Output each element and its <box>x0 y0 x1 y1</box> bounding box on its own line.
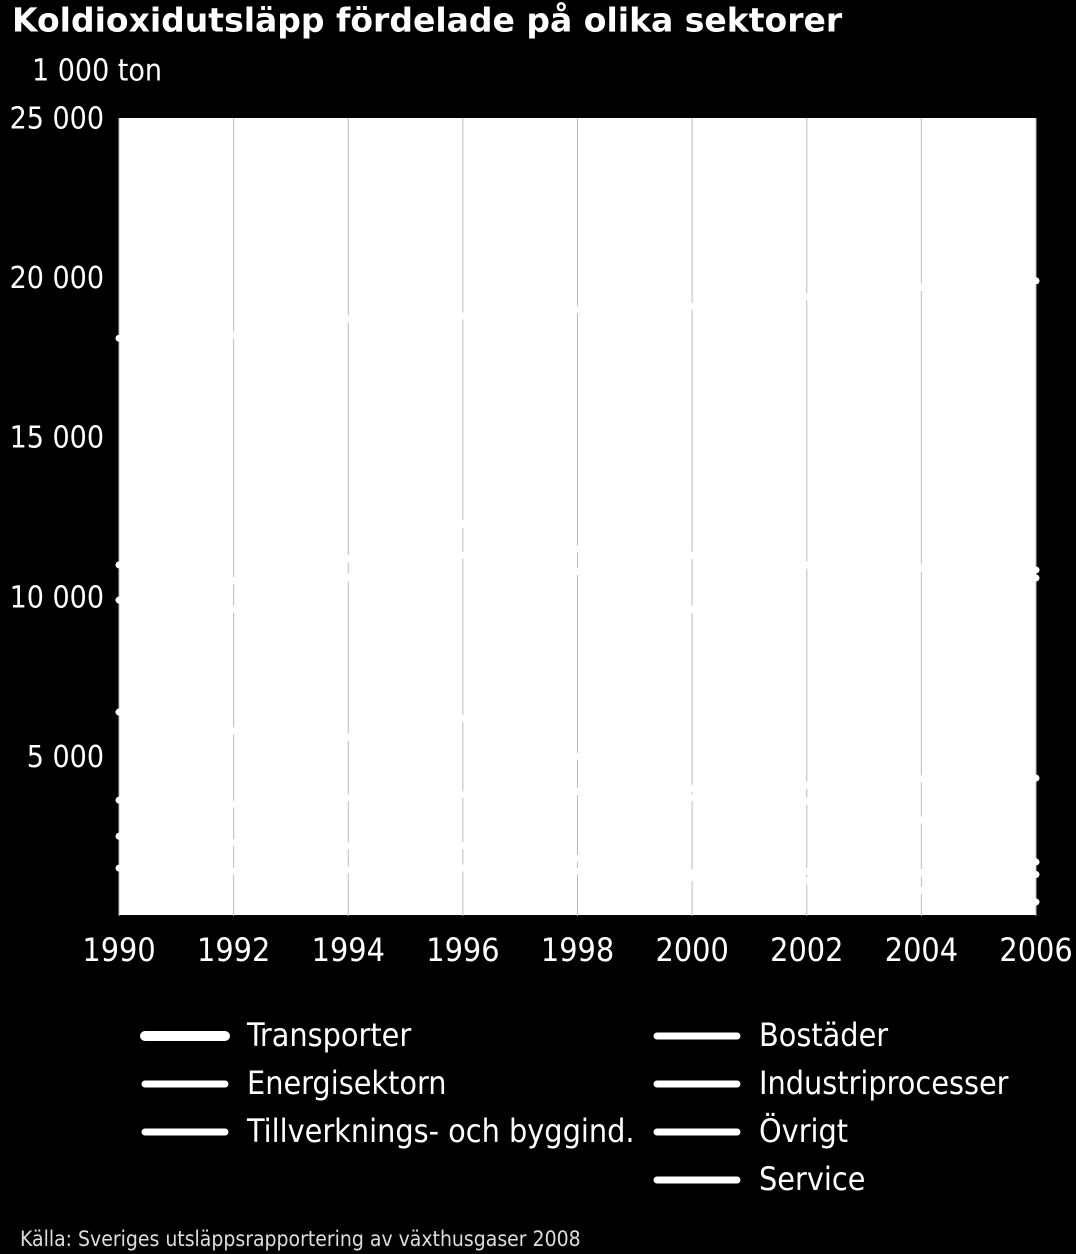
x-tick-label: 2002 <box>770 931 843 969</box>
series-line <box>115 864 1040 879</box>
x-tick-label: 1990 <box>82 931 155 969</box>
chart-title: Koldioxidutsläpp fördelade på olika sekt… <box>12 1 843 40</box>
series-line <box>115 832 1040 906</box>
series-line <box>115 519 1040 620</box>
x-tick-label: 1994 <box>312 931 385 969</box>
series-line <box>115 774 1040 808</box>
legend-label: Transporter <box>246 1016 411 1054</box>
y-axis-label: 1 000 ton <box>32 54 162 89</box>
y-tick-label: 15 000 <box>10 421 104 456</box>
legend-label: Övrigt <box>759 1112 848 1150</box>
y-tick-label: 25 000 <box>10 102 104 137</box>
x-tick-label: 2004 <box>885 931 958 969</box>
y-tick-label: 10 000 <box>10 580 104 615</box>
series-line <box>115 708 1040 866</box>
legend-label: Industriprocesser <box>759 1064 1009 1102</box>
legend-label: Tillverknings- och byggind. <box>246 1112 635 1150</box>
series-line <box>115 542 1040 585</box>
legend-label: Bostäder <box>759 1016 888 1054</box>
y-tick-label: 20 000 <box>10 261 104 296</box>
legend-label: Service <box>759 1160 865 1198</box>
series-line <box>115 277 1040 349</box>
source: Källa: Sveriges utsläppsrapportering av … <box>20 1227 581 1251</box>
x-tick-label: 2006 <box>999 931 1072 969</box>
x-tick-label: 2000 <box>656 931 729 969</box>
x-tick-label: 1992 <box>197 931 270 969</box>
y-tick-label: 5 000 <box>27 740 104 775</box>
legend-label: Energisektorn <box>247 1064 447 1102</box>
x-tick-label: 1996 <box>426 931 499 969</box>
x-tick-label: 1998 <box>541 931 614 969</box>
